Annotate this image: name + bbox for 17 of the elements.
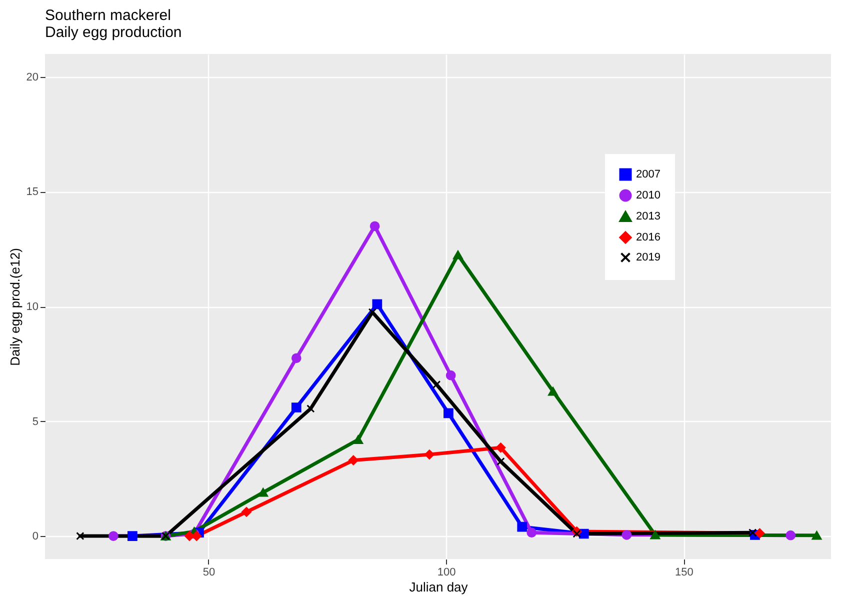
x-tick-label: 100 xyxy=(437,566,456,578)
y-tick-label: 10 xyxy=(26,301,38,313)
y-tick-label: 5 xyxy=(32,416,38,428)
y-axis-title: Daily egg prod.(e12) xyxy=(7,248,22,366)
legend-label: 2019 xyxy=(636,252,660,264)
chart-subtitle: Daily egg production xyxy=(45,24,182,41)
chart-title: Southern mackerel xyxy=(45,7,171,24)
y-tick-label: 0 xyxy=(32,530,38,543)
legend-label: 2016 xyxy=(636,232,660,244)
legend-label: 2010 xyxy=(636,190,660,202)
legend-label: 2007 xyxy=(636,168,660,180)
legend-label: 2013 xyxy=(636,210,660,222)
x-tick-label: 150 xyxy=(675,566,694,578)
y-tick-label: 15 xyxy=(26,186,38,198)
x-axis-title: Julian day xyxy=(409,580,468,594)
x-tick-label: 50 xyxy=(202,566,216,578)
y-tick-label: 20 xyxy=(26,71,38,84)
